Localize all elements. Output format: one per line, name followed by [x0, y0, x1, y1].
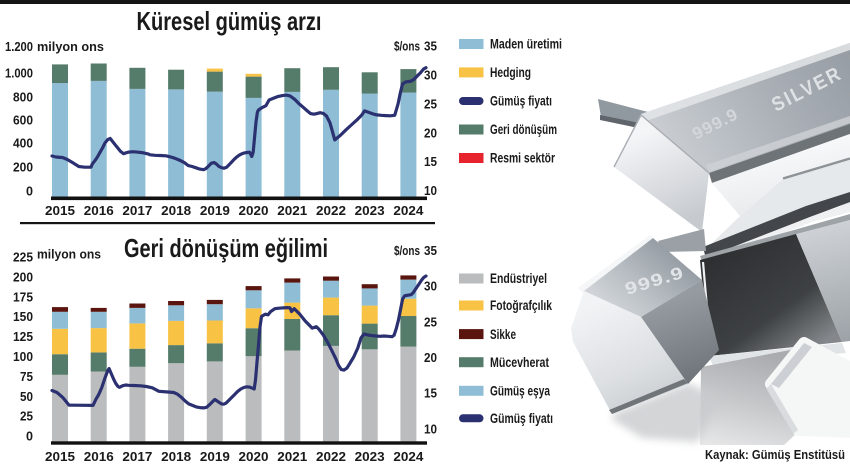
svg-text:1.200: 1.200	[5, 39, 33, 54]
svg-text:Küresel gümüş arzı: Küresel gümüş arzı	[137, 6, 322, 36]
svg-text:Resmi sektör: Resmi sektör	[490, 151, 556, 166]
svg-text:150: 150	[13, 309, 33, 324]
svg-text:15: 15	[424, 154, 437, 169]
svg-text:35: 35	[424, 39, 437, 54]
svg-text:2017: 2017	[122, 203, 152, 218]
svg-text:20: 20	[424, 126, 437, 141]
svg-text:1.000: 1.000	[5, 66, 33, 81]
svg-text:25: 25	[20, 409, 33, 424]
svg-text:600: 600	[13, 113, 33, 128]
svg-text:2018: 2018	[161, 203, 191, 218]
svg-text:Mücevherat: Mücevherat	[490, 355, 549, 370]
svg-text:10: 10	[424, 421, 437, 436]
svg-text:Sikke: Sikke	[490, 327, 516, 342]
svg-text:2016: 2016	[84, 449, 114, 464]
svg-text:Endüstriyel: Endüstriyel	[490, 271, 547, 286]
svg-text:milyon ons: milyon ons	[37, 39, 104, 54]
svg-text:175: 175	[13, 289, 33, 304]
svg-text:200: 200	[13, 270, 33, 285]
svg-text:2022: 2022	[316, 203, 346, 218]
svg-text:20: 20	[424, 350, 437, 365]
svg-text:2024: 2024	[393, 203, 424, 218]
svg-text:0: 0	[26, 184, 33, 199]
svg-text:10: 10	[424, 183, 437, 198]
svg-text:2019: 2019	[200, 449, 230, 464]
svg-text:milyon ons: milyon ons	[37, 247, 101, 262]
svg-text:100: 100	[13, 349, 33, 364]
svg-text:Kaynak: Gümüş Enstitüsü: Kaynak: Gümüş Enstitüsü	[705, 447, 845, 462]
svg-text:2018: 2018	[161, 449, 191, 464]
svg-text:2016: 2016	[84, 203, 114, 218]
svg-text:2020: 2020	[239, 203, 269, 218]
svg-text:Geri dönüşüm: Geri dönüşüm	[490, 122, 557, 137]
svg-text:75: 75	[20, 369, 33, 384]
svg-text:2017: 2017	[122, 449, 152, 464]
svg-text:25: 25	[424, 97, 437, 112]
svg-text:30: 30	[424, 279, 437, 294]
svg-text:Gümüş eşya: Gümüş eşya	[490, 384, 550, 399]
svg-text:25: 25	[424, 314, 437, 329]
svg-text:800: 800	[13, 90, 33, 105]
svg-text:225: 225	[13, 250, 33, 265]
svg-text:Fotoğrafçılık: Fotoğrafçılık	[490, 298, 552, 313]
svg-text:Hedging: Hedging	[490, 65, 531, 80]
svg-text:50: 50	[20, 389, 33, 404]
svg-text:0: 0	[26, 429, 33, 444]
svg-text:35: 35	[424, 243, 437, 258]
svg-text:2022: 2022	[316, 449, 346, 464]
svg-text:Maden üretimi: Maden üretimi	[490, 37, 562, 52]
svg-text:Geri dönüşüm eğilimi: Geri dönüşüm eğilimi	[124, 233, 328, 263]
svg-text:400: 400	[13, 136, 33, 151]
svg-text:2015: 2015	[45, 203, 75, 218]
svg-text:2023: 2023	[355, 203, 385, 218]
svg-text:200: 200	[13, 160, 33, 175]
svg-text:$/ons: $/ons	[394, 39, 420, 54]
svg-text:2021: 2021	[277, 449, 307, 464]
svg-text:2021: 2021	[277, 203, 307, 218]
svg-text:2023: 2023	[355, 449, 385, 464]
svg-text:2019: 2019	[200, 203, 230, 218]
svg-text:2015: 2015	[45, 449, 75, 464]
svg-text:2020: 2020	[239, 449, 269, 464]
svg-text:$/ons: $/ons	[394, 243, 420, 258]
svg-text:30: 30	[424, 68, 437, 83]
svg-text:Gümüş fiyatı: Gümüş fiyatı	[490, 411, 553, 426]
svg-text:15: 15	[424, 386, 437, 401]
svg-text:125: 125	[13, 329, 33, 344]
svg-text:Gümüş fiyatı: Gümüş fiyatı	[490, 94, 552, 109]
svg-text:2024: 2024	[393, 449, 424, 464]
